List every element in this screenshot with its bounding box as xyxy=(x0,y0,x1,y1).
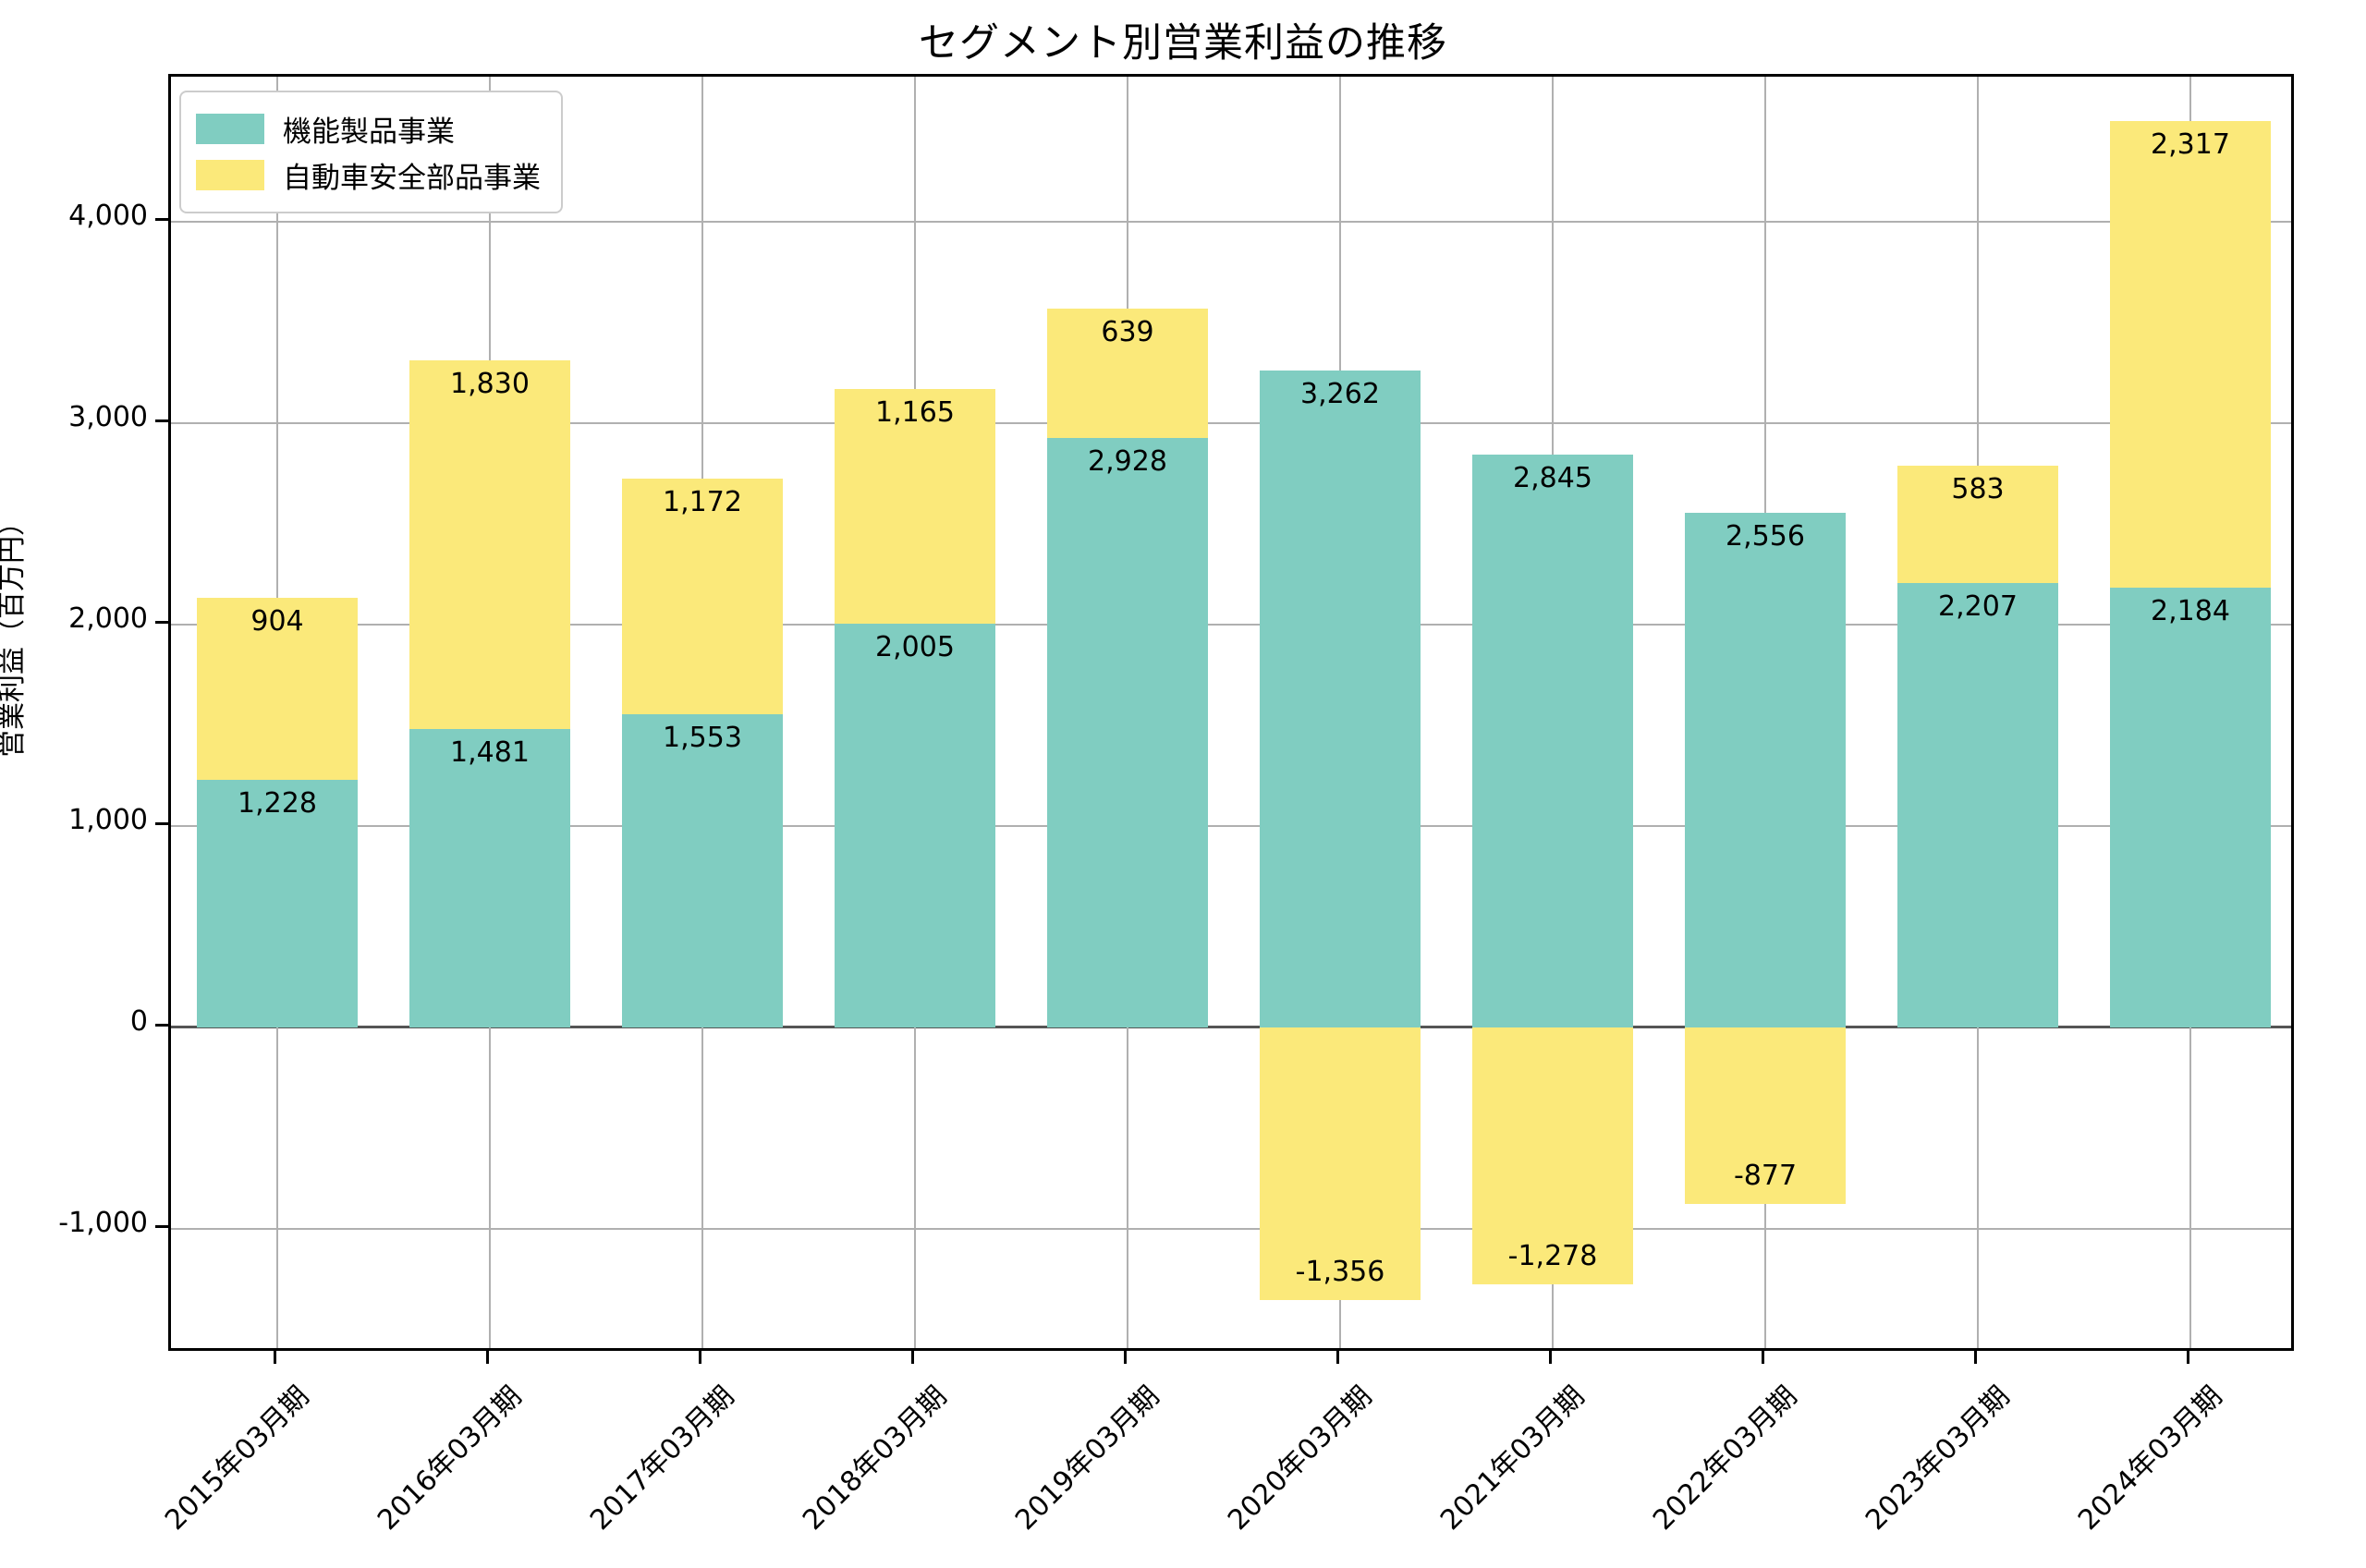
plot-inner: 1,228 904 1,481 1,830 1,553 1,172 2,005 1,165 2,… xyxy=(171,77,2291,1348)
bar-value-label: -877 xyxy=(1733,1160,1798,1193)
bar-value-label: 1,172 xyxy=(663,485,742,518)
x-tick-mark xyxy=(699,1351,701,1364)
y-tick-label: 1,000 xyxy=(68,803,148,836)
bar-value-label: 1,165 xyxy=(875,395,955,429)
bar-value-label: 2,184 xyxy=(2151,594,2230,627)
bar-value-label: 1,830 xyxy=(450,368,530,401)
bar-value-label: 1,481 xyxy=(450,736,530,770)
x-tick-mark xyxy=(1124,1351,1127,1364)
x-tick-mark xyxy=(1974,1351,1977,1364)
gridline-horizontal xyxy=(171,220,2291,223)
legend-swatch-icon-0 xyxy=(196,114,264,144)
y-tick-mark xyxy=(155,1224,168,1228)
y-tick-label: -1,000 xyxy=(58,1206,148,1239)
x-tick-mark xyxy=(274,1351,276,1364)
x-tick-mark xyxy=(486,1351,489,1364)
y-tick-mark xyxy=(155,217,168,221)
bar-value-label: 904 xyxy=(250,605,304,638)
legend-swatch-icon-1 xyxy=(196,160,264,190)
legend-label-0: 機能製品事業 xyxy=(283,115,455,149)
chart-legend: 機能製品事業 自動車安全部品事業 xyxy=(179,91,563,213)
legend-item-1[interactable]: 自動車安全部品事業 xyxy=(196,154,541,196)
bar-value-label: 2,556 xyxy=(1726,519,1805,553)
x-tick-mark xyxy=(1336,1351,1339,1364)
x-tick-label: 2018年03月期 xyxy=(797,1380,954,1538)
bar-value-label: 639 xyxy=(1101,316,1154,349)
bar-value-label: 2,928 xyxy=(1088,444,1167,478)
bar-segment[interactable] xyxy=(1046,437,1209,1027)
y-tick-mark xyxy=(155,419,168,422)
bar-segment[interactable] xyxy=(1471,1027,1634,1285)
y-tick-mark xyxy=(155,1023,168,1027)
y-tick-mark xyxy=(155,620,168,624)
x-tick-label: 2021年03月期 xyxy=(1434,1380,1592,1538)
bar-value-label: 2,207 xyxy=(1938,590,2018,623)
bar-segment[interactable] xyxy=(196,780,359,1027)
x-tick-mark xyxy=(1549,1351,1552,1364)
bar-value-label: 1,228 xyxy=(238,787,317,820)
gridline-horizontal xyxy=(171,623,2291,626)
y-tick-label: 0 xyxy=(129,1004,148,1038)
gridline-horizontal xyxy=(171,1227,2291,1230)
x-tick-label: 2016年03月期 xyxy=(372,1380,529,1538)
bar-segment[interactable] xyxy=(196,598,359,781)
gridline-horizontal xyxy=(171,421,2291,424)
bar-segment[interactable] xyxy=(409,360,571,730)
y-tick-label: 3,000 xyxy=(68,400,148,433)
bar-value-label: 2,317 xyxy=(2151,128,2230,161)
x-tick-label: 2017年03月期 xyxy=(584,1380,741,1538)
bar-value-label: 3,262 xyxy=(1300,377,1380,410)
y-tick-label: 2,000 xyxy=(68,602,148,635)
x-tick-label: 2022年03月期 xyxy=(1647,1380,1804,1538)
gridline-horizontal xyxy=(171,824,2291,827)
bar-segment[interactable] xyxy=(1684,1027,1847,1205)
bar-segment[interactable] xyxy=(1259,370,1421,1027)
x-tick-label: 2019年03月期 xyxy=(1009,1380,1166,1538)
x-tick-mark xyxy=(1762,1351,1764,1364)
x-tick-label: 2024年03月期 xyxy=(2072,1380,2229,1538)
y-tick-mark xyxy=(155,821,168,825)
bar-segment[interactable] xyxy=(2109,120,2272,588)
bar-value-label: 583 xyxy=(1951,472,2005,505)
x-tick-mark xyxy=(911,1351,914,1364)
plot-area: 1,228 904 1,481 1,830 1,553 1,172 2,005 1,165 2,… xyxy=(168,74,2294,1351)
bar-segment[interactable] xyxy=(409,729,571,1027)
bar-segment[interactable] xyxy=(1896,582,2059,1027)
bar-segment[interactable] xyxy=(834,388,996,624)
bar-value-label: -1,278 xyxy=(1507,1240,1598,1273)
bar-segment[interactable] xyxy=(1046,309,1209,438)
y-tick-label: 4,000 xyxy=(68,199,148,232)
bar-value-label: 2,845 xyxy=(1513,461,1592,494)
bar-segment[interactable] xyxy=(834,623,996,1027)
x-tick-label: 2020年03月期 xyxy=(1222,1380,1379,1538)
bar-value-label: 2,005 xyxy=(875,630,955,663)
legend-label-1: 自動車安全部品事業 xyxy=(283,162,541,195)
bar-segment[interactable] xyxy=(1471,454,1634,1027)
x-tick-mark xyxy=(2187,1351,2189,1364)
bar-segment[interactable] xyxy=(1684,512,1847,1027)
zero-line xyxy=(171,1026,2291,1029)
bar-segment[interactable] xyxy=(1259,1027,1421,1301)
legend-item-0[interactable]: 機能製品事業 xyxy=(196,108,541,150)
bar-value-label: 1,553 xyxy=(663,722,742,755)
bar-value-label: -1,356 xyxy=(1295,1256,1385,1289)
bar-segment[interactable] xyxy=(621,478,784,715)
x-tick-label: 2023年03月期 xyxy=(1860,1380,2017,1538)
x-tick-label: 2015年03月期 xyxy=(159,1380,316,1538)
bar-segment[interactable] xyxy=(2109,587,2272,1027)
bar-segment[interactable] xyxy=(1896,465,2059,583)
bar-segment[interactable] xyxy=(621,714,784,1027)
y-axis-label: 営業利益（百万円） xyxy=(0,508,29,758)
chart-title: セグメント別営業利益の推移 xyxy=(919,20,1447,67)
